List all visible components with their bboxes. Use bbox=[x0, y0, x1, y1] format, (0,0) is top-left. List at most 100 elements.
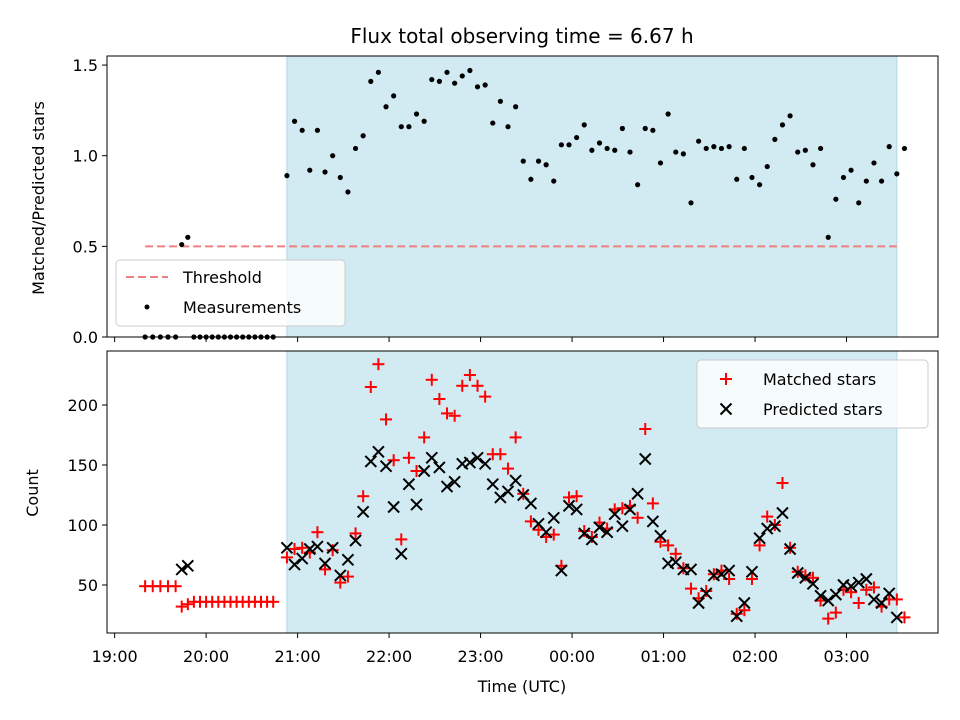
measurement-point bbox=[878, 178, 885, 184]
ratio-y-axis-label: Matched/Predicted stars bbox=[29, 101, 48, 295]
marker-stroke bbox=[486, 477, 499, 491]
measurement-point bbox=[589, 147, 595, 153]
measurement-point bbox=[322, 169, 328, 175]
matched-star-point bbox=[563, 491, 576, 504]
legend-threshold-label: Threshold bbox=[182, 268, 262, 287]
matched-star-point bbox=[326, 544, 339, 557]
count-y-tick-label: 150 bbox=[67, 456, 98, 475]
ratio-y-tick-label: 0.0 bbox=[73, 328, 98, 347]
legend-x-marker bbox=[719, 402, 733, 416]
marker-stroke bbox=[372, 445, 385, 459]
measurement-point bbox=[497, 98, 503, 104]
measurement-point bbox=[703, 145, 709, 152]
predicted-star-point bbox=[783, 542, 797, 556]
marker-stroke bbox=[745, 565, 759, 579]
x-axis-label: Time (UTC) bbox=[477, 677, 566, 696]
predicted-star-point bbox=[379, 459, 393, 473]
legend-matched-label: Matched stars bbox=[763, 370, 876, 389]
marker-stroke bbox=[280, 541, 294, 555]
measurement-point bbox=[619, 125, 625, 132]
marker-stroke bbox=[631, 487, 644, 501]
measurement-point bbox=[650, 127, 656, 133]
marker-stroke bbox=[761, 522, 774, 535]
marker-stroke bbox=[768, 519, 782, 533]
marker-stroke bbox=[532, 517, 545, 531]
matched-star-point bbox=[570, 490, 583, 503]
measurement-point bbox=[612, 147, 618, 153]
matched-star-point bbox=[402, 451, 415, 464]
measurement-point bbox=[863, 178, 869, 184]
measurement-point bbox=[360, 133, 366, 139]
marker-stroke bbox=[867, 593, 881, 606]
marker-stroke bbox=[646, 515, 660, 528]
predicted-star-point bbox=[654, 529, 667, 543]
predicted-star-point bbox=[288, 558, 301, 571]
ratio-y-tick-label: 1.5 bbox=[73, 56, 98, 75]
marker-stroke bbox=[311, 540, 324, 553]
measurement-point bbox=[741, 145, 747, 152]
marker-stroke bbox=[860, 572, 873, 586]
marker-stroke bbox=[494, 491, 507, 504]
measurement-point bbox=[307, 167, 313, 173]
measurement-point bbox=[520, 158, 526, 164]
measurement-point bbox=[352, 145, 359, 152]
measurement-point bbox=[467, 67, 473, 74]
count-x-tick-label: 21:00 bbox=[275, 647, 321, 666]
measurement-point bbox=[566, 142, 572, 148]
measurement-point bbox=[764, 163, 770, 170]
predicted-star-point bbox=[494, 491, 507, 504]
marker-stroke bbox=[463, 456, 477, 469]
predicted-star-point bbox=[639, 452, 652, 466]
predicted-star-point bbox=[616, 519, 629, 533]
measurement-point bbox=[772, 136, 778, 142]
measurement-point bbox=[581, 122, 587, 128]
marker-stroke bbox=[883, 587, 896, 600]
marker-stroke bbox=[379, 459, 393, 473]
matched-star-point bbox=[425, 373, 438, 386]
predicted-star-point bbox=[440, 480, 454, 493]
marker-stroke bbox=[517, 488, 530, 502]
predicted-star-point bbox=[883, 587, 896, 600]
predicted-star-point bbox=[623, 503, 637, 516]
measurement-point bbox=[680, 151, 686, 157]
matched-star-point bbox=[471, 379, 484, 392]
ratio-x-ticks bbox=[114, 337, 848, 342]
matched-star-point bbox=[776, 477, 789, 489]
count-y-tick-label: 100 bbox=[67, 516, 98, 535]
predicted-star-point bbox=[829, 588, 843, 601]
measurement-point bbox=[429, 76, 435, 83]
predicted-star-point bbox=[860, 572, 873, 586]
predicted-star-point bbox=[181, 559, 195, 573]
measurement-point bbox=[711, 144, 717, 150]
marker-stroke bbox=[303, 542, 317, 556]
measurement-point bbox=[817, 145, 824, 152]
marker-stroke bbox=[783, 542, 797, 556]
marker-stroke bbox=[719, 402, 733, 416]
count-x-tick-label: 03:00 bbox=[823, 647, 869, 666]
matched-star-point bbox=[806, 571, 819, 584]
matched-star-point bbox=[890, 593, 903, 606]
count-y-tick-label: 200 bbox=[67, 396, 98, 415]
marker-stroke bbox=[334, 569, 347, 582]
matched-star-point bbox=[349, 527, 362, 540]
predicted-star-point bbox=[799, 571, 812, 585]
marker-stroke bbox=[471, 451, 484, 465]
measurement-point bbox=[779, 122, 786, 128]
predicted-star-point bbox=[730, 609, 743, 623]
measurement-point bbox=[383, 104, 389, 110]
measurement-point bbox=[810, 162, 816, 168]
marker-stroke bbox=[524, 497, 538, 510]
measurement-point bbox=[665, 111, 671, 117]
marker-stroke bbox=[175, 563, 188, 576]
predicted-star-point bbox=[509, 474, 522, 487]
measurement-point bbox=[444, 69, 450, 75]
matched-star-point bbox=[845, 586, 858, 599]
ratio-y-tick-label: 0.5 bbox=[73, 237, 98, 256]
matched-star-point bbox=[867, 581, 880, 594]
marker-stroke bbox=[875, 596, 888, 610]
matched-star-point bbox=[372, 358, 385, 371]
marker-stroke bbox=[364, 455, 377, 468]
predicted-star-point bbox=[745, 565, 759, 579]
measurement-point bbox=[284, 173, 290, 179]
count-y-ticks: 50 100 150 200 bbox=[67, 396, 107, 595]
